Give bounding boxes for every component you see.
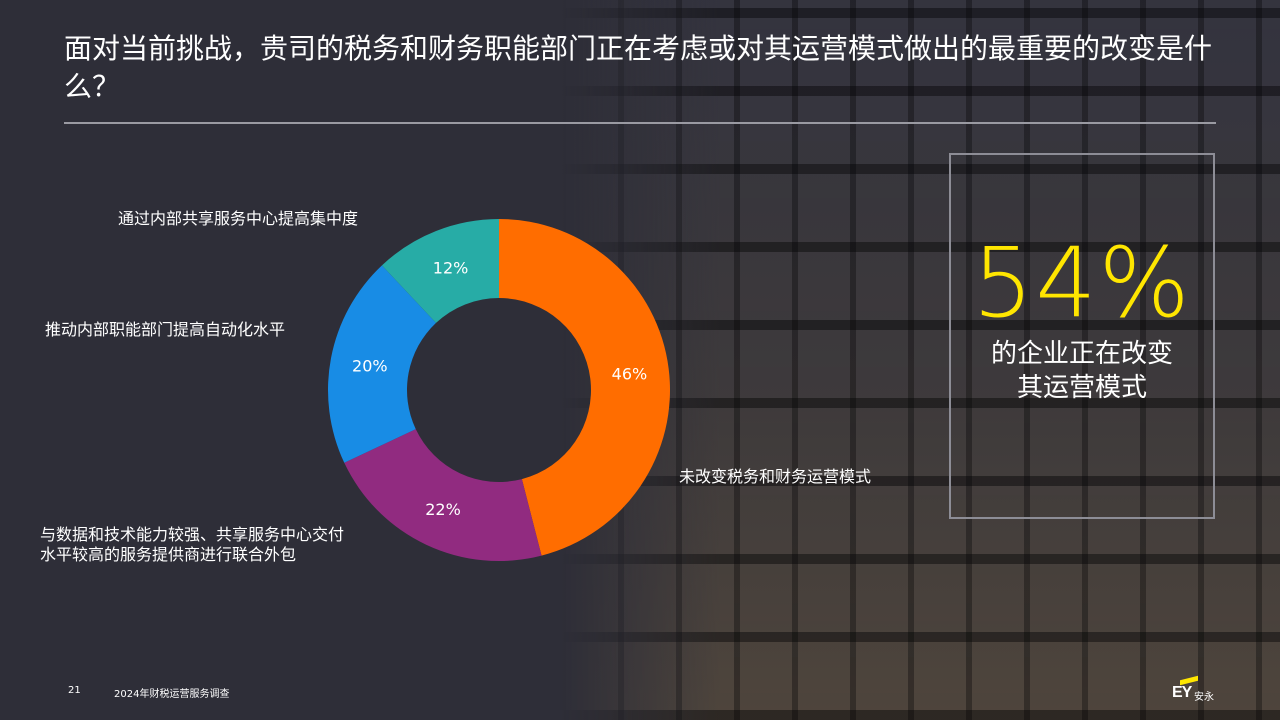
category-label-joint-outsourcing: 与数据和技术能力较强、共享服务中心交付 水平较高的服务提供商进行联合外包 [40,525,344,565]
donut-slice-shared-service-center [381,219,499,323]
logo-cn-text: 安永 [1194,692,1214,703]
donut-value-label-automation: 20% [352,356,388,375]
donut-slice-unchanged [499,219,671,556]
logo-ey-text: EY [1172,684,1192,701]
callout-description: 的企业正在改变 其运营模式 [951,337,1213,405]
title-divider [64,122,1216,124]
donut-value-label-joint-outsourcing: 22% [425,500,461,519]
category-label-line: 与数据和技术能力较强、共享服务中心交付 [40,525,345,544]
donut-value-label-unchanged: 46% [612,365,648,384]
category-label-automation: 推动内部职能部门提高自动化水平 [45,320,285,340]
category-label-unchanged: 未改变税务和财务运营模式 [679,467,871,487]
page-number: 21 [68,685,81,696]
category-label-line: 水平较高的服务提供商进行联合外包 [40,545,297,564]
page-title: 面对当前挑战，贵司的税务和财务职能部门正在考虑或对其运营模式做出的最重要的改变是… [64,32,1213,103]
donut-value-label-shared-service-center: 12% [433,259,469,278]
highlight-callout: 54% 的企业正在改变 其运营模式 [949,153,1215,519]
donut-slice-joint-outsourcing [344,429,542,561]
donut-slice-automation [328,265,437,463]
donut-chart-svg: 46% 22% 20% 12% [328,219,671,561]
category-label-line: 未改变税务和财务运营模式 [679,467,872,486]
ey-logo: EY 安永 [1172,675,1232,706]
callout-line-2: 其运营模式 [1016,373,1147,403]
category-label-line: 通过内部共享服务中心提高集中度 [118,209,359,228]
callout-percentage: 54% [972,227,1192,339]
category-label-line: 推动内部职能部门提高自动化水平 [45,320,286,339]
category-label-shared-service-center: 通过内部共享服务中心提高集中度 [118,209,358,229]
callout-line-1: 的企业正在改变 [990,339,1173,369]
donut-chart: 46% 22% 20% 12% 未改变税务和财务运营模式与数据和技术能力较强、共享服务… [0,140,940,600]
footer-report-title: 2024年财税运营服务调查 [114,689,230,700]
